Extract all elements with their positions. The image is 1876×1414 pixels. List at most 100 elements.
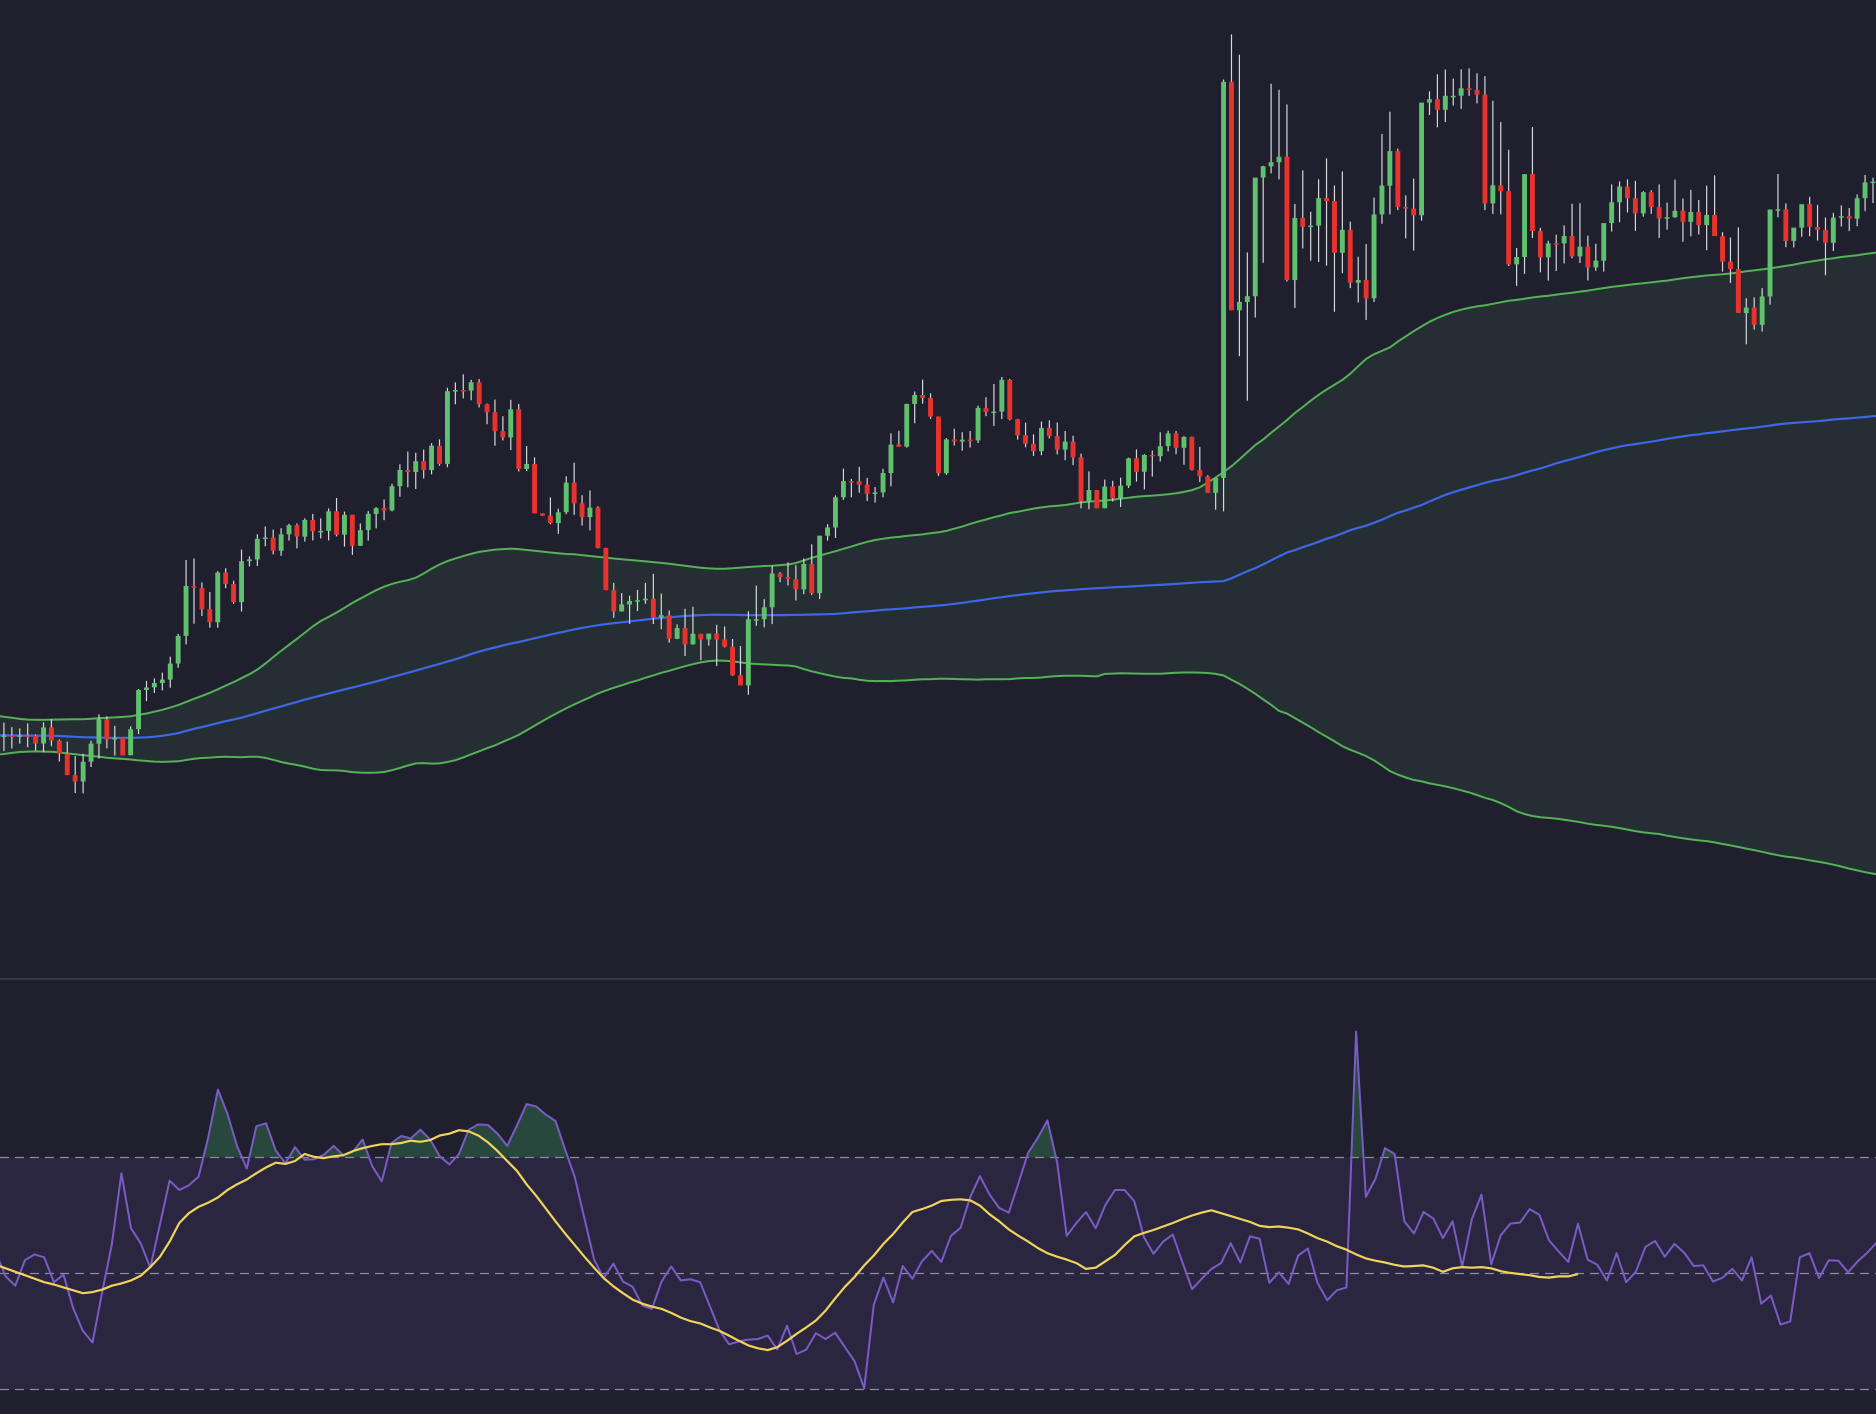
- candle-up: [1308, 225, 1314, 228]
- candle-down: [714, 633, 720, 640]
- candle-up: [175, 635, 181, 664]
- candle-down: [500, 431, 506, 438]
- candle-down: [983, 407, 989, 412]
- candle-up: [1799, 204, 1805, 228]
- candle-up: [1268, 162, 1274, 167]
- rsi-pane[interactable]: [0, 1030, 1876, 1391]
- candle-up: [1276, 156, 1282, 163]
- candle-down: [516, 409, 522, 470]
- candle-up: [1593, 260, 1599, 268]
- candle-down: [1482, 94, 1488, 204]
- candle-down: [1031, 443, 1036, 452]
- candle-up: [619, 604, 625, 612]
- candle-up: [1862, 182, 1868, 199]
- candle-up: [1759, 296, 1765, 325]
- candle-up: [1039, 427, 1044, 452]
- candle-down: [547, 515, 553, 523]
- candle-down: [1783, 209, 1789, 241]
- candle-up: [1086, 490, 1092, 502]
- candle-up: [508, 409, 514, 438]
- candle-down: [1363, 280, 1369, 299]
- candle-down: [1189, 436, 1195, 470]
- candle-down: [1054, 436, 1060, 450]
- bollinger-upper-band: [0, 251, 1876, 721]
- candle-up: [841, 481, 846, 498]
- candle-up: [397, 470, 403, 487]
- candle-down: [349, 514, 355, 546]
- candle-up: [302, 520, 308, 537]
- candle-down: [1815, 226, 1820, 230]
- candle-down: [56, 740, 62, 754]
- candle-down: [1435, 99, 1440, 110]
- candle-down: [603, 548, 609, 591]
- candle-up: [96, 719, 102, 744]
- candle-up: [769, 573, 775, 608]
- candle-down: [1720, 236, 1725, 262]
- candle-down: [1134, 458, 1139, 472]
- rsi-line: [0, 1030, 1876, 1390]
- candle-up: [1181, 436, 1187, 448]
- candle-down: [1569, 236, 1575, 257]
- candle-up: [1339, 229, 1345, 253]
- candle-up: [373, 508, 379, 514]
- candle-down: [1823, 229, 1828, 243]
- candle-down: [595, 507, 601, 549]
- candle-down: [1807, 204, 1813, 227]
- candle-down: [1585, 246, 1591, 268]
- candle-down: [33, 735, 38, 744]
- candle-up: [326, 511, 332, 531]
- candle-up: [1830, 217, 1836, 243]
- candle-down: [9, 735, 15, 737]
- candle-up: [1577, 246, 1583, 257]
- candle-up: [144, 687, 149, 690]
- candle-down: [1007, 379, 1013, 420]
- candle-down: [1498, 185, 1504, 192]
- candle-down: [64, 753, 70, 776]
- candle-down: [1300, 217, 1306, 227]
- candle-up: [991, 411, 997, 414]
- candle-down: [1149, 454, 1155, 457]
- candle-down: [484, 404, 490, 413]
- candle-up: [1442, 95, 1448, 110]
- candle-down: [1078, 457, 1084, 502]
- candle-up: [365, 513, 371, 531]
- candle-up: [151, 683, 157, 688]
- candle-up: [1237, 301, 1242, 311]
- candle-down: [199, 587, 205, 610]
- candle-up: [262, 537, 268, 539]
- candle-up: [468, 382, 474, 391]
- candle-up: [1252, 177, 1258, 297]
- candle-down: [1332, 201, 1337, 253]
- rsi-level-lines: [0, 1156, 1876, 1391]
- candle-down: [49, 727, 54, 741]
- candle-down: [1530, 174, 1535, 231]
- candle-up: [1260, 166, 1266, 178]
- candle-down: [1395, 151, 1401, 207]
- candle-up: [413, 461, 419, 473]
- candle-up: [658, 615, 664, 618]
- candle-up: [1141, 454, 1147, 472]
- candle-up: [88, 743, 94, 762]
- candle-down: [777, 573, 783, 578]
- candle-up: [247, 559, 252, 562]
- candle-down: [793, 579, 799, 590]
- candle-down: [1751, 307, 1757, 325]
- candle-up: [167, 663, 173, 680]
- candle-down: [1474, 89, 1480, 95]
- candlestick-series: [1, 34, 1876, 794]
- candle-up: [342, 514, 347, 535]
- candle-up: [318, 530, 324, 533]
- candle-up: [627, 601, 632, 605]
- candle-up: [817, 535, 823, 594]
- candle-down: [579, 503, 585, 518]
- price-pane[interactable]: [0, 34, 1876, 886]
- candle-up: [1791, 227, 1797, 241]
- candle-down: [405, 470, 411, 472]
- candle-up: [445, 391, 450, 464]
- candle-down: [1648, 192, 1654, 208]
- candle-up: [389, 486, 395, 511]
- candle-down: [722, 639, 728, 647]
- candle-down: [1553, 243, 1559, 245]
- candle-down: [1466, 88, 1472, 90]
